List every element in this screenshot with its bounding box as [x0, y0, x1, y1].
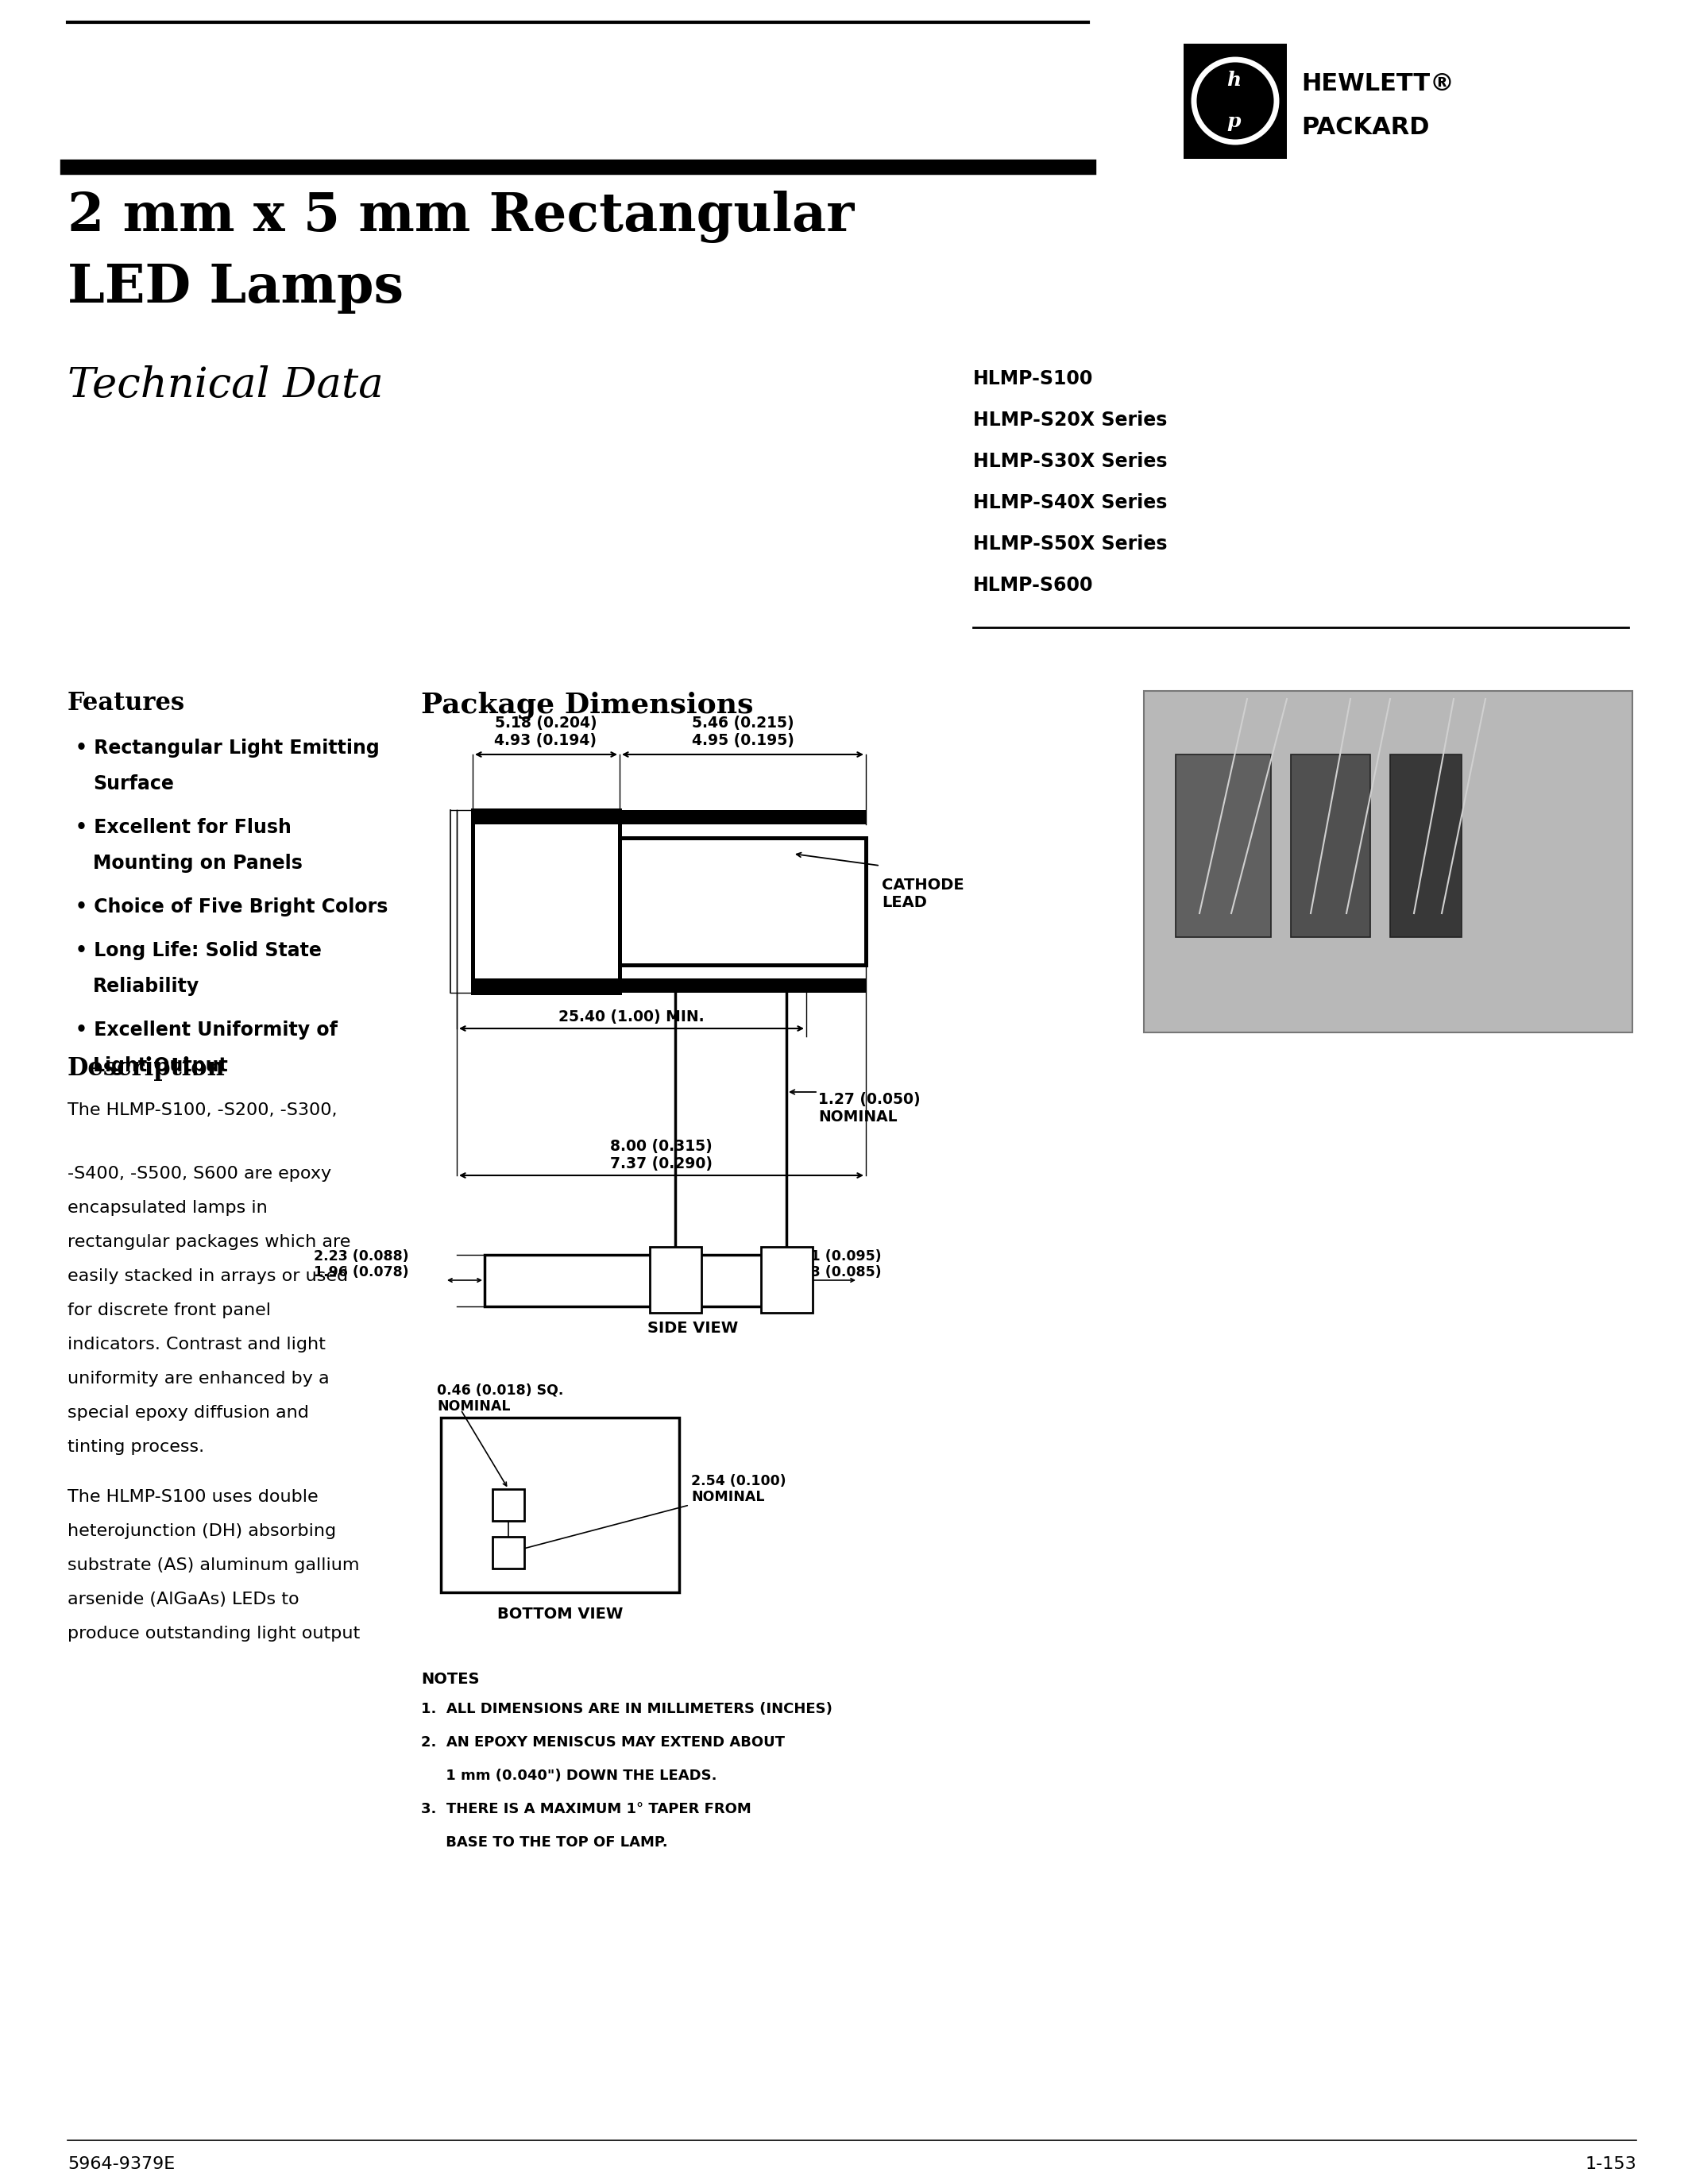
Text: tinting process.: tinting process.	[68, 1439, 204, 1455]
Bar	[484, 1256, 775, 1306]
Text: HLMP-S100: HLMP-S100	[972, 369, 1094, 389]
Text: 2.  AN EPOXY MENISCUS MAY EXTEND ABOUT: 2. AN EPOXY MENISCUS MAY EXTEND ABOUT	[420, 1736, 785, 1749]
Bar	[493, 1538, 525, 1568]
Text: SIDE VIEW: SIDE VIEW	[647, 1321, 738, 1337]
Text: rectangular packages which are: rectangular packages which are	[68, 1234, 351, 1249]
Text: Technical Data: Technical Data	[68, 365, 383, 406]
Text: Description: Description	[68, 1057, 226, 1081]
Text: Features: Features	[68, 690, 186, 716]
Bar	[1175, 753, 1271, 937]
Text: special epoxy diffusion and: special epoxy diffusion and	[68, 1404, 309, 1422]
Bar	[473, 810, 619, 994]
Bar	[650, 1247, 702, 1313]
Text: encapsulated lamps in: encapsulated lamps in	[68, 1199, 267, 1216]
Bar	[1144, 690, 1632, 1033]
Text: -S400, -S500, S600 are epoxy: -S400, -S500, S600 are epoxy	[68, 1166, 331, 1182]
Text: The HLMP-S100, -S200, -S300,: The HLMP-S100, -S200, -S300,	[68, 1103, 338, 1118]
Text: indicators. Contrast and light: indicators. Contrast and light	[68, 1337, 326, 1352]
Text: arsenide (AlGaAs) LEDs to: arsenide (AlGaAs) LEDs to	[68, 1592, 299, 1607]
Text: 5964-9379E: 5964-9379E	[68, 2156, 176, 2173]
Text: uniformity are enhanced by a: uniformity are enhanced by a	[68, 1372, 329, 1387]
Text: HEWLETT®: HEWLETT®	[1301, 72, 1455, 94]
Text: • Rectangular Light Emitting: • Rectangular Light Emitting	[76, 738, 380, 758]
Bar	[493, 1489, 525, 1520]
Text: CATHODE
LEAD: CATHODE LEAD	[881, 878, 964, 911]
Bar	[1183, 44, 1286, 159]
Text: 1.27 (0.050)
NOMINAL: 1.27 (0.050) NOMINAL	[819, 1092, 920, 1125]
Text: LED Lamps: LED Lamps	[68, 262, 403, 314]
Text: Surface: Surface	[93, 775, 174, 793]
Text: 8.00 (0.315)
7.37 (0.290): 8.00 (0.315) 7.37 (0.290)	[609, 1138, 712, 1171]
Text: 0.46 (0.018) SQ.
NOMINAL: 0.46 (0.018) SQ. NOMINAL	[437, 1382, 564, 1413]
Text: 2 mm x 5 mm Rectangular: 2 mm x 5 mm Rectangular	[68, 190, 854, 242]
Text: 3.  THERE IS A MAXIMUM 1° TAPER FROM: 3. THERE IS A MAXIMUM 1° TAPER FROM	[420, 1802, 751, 1817]
Text: 2.54 (0.100)
NOMINAL: 2.54 (0.100) NOMINAL	[690, 1474, 787, 1505]
Bar	[473, 978, 866, 994]
Text: • Choice of Five Bright Colors: • Choice of Five Bright Colors	[76, 898, 388, 917]
Bar	[619, 839, 866, 965]
Text: p: p	[1227, 111, 1241, 131]
Text: The HLMP-S100 uses double: The HLMP-S100 uses double	[68, 1489, 319, 1505]
Text: heterojunction (DH) absorbing: heterojunction (DH) absorbing	[68, 1522, 336, 1540]
Text: 1 mm (0.040") DOWN THE LEADS.: 1 mm (0.040") DOWN THE LEADS.	[420, 1769, 717, 1782]
Text: • Long Life: Solid State: • Long Life: Solid State	[76, 941, 322, 961]
Text: NOTES: NOTES	[420, 1671, 479, 1686]
Text: HLMP-S600: HLMP-S600	[972, 577, 1094, 594]
Text: 1-153: 1-153	[1585, 2156, 1636, 2173]
Bar	[473, 810, 619, 994]
Text: Package Dimensions: Package Dimensions	[420, 690, 753, 719]
Bar	[761, 1247, 812, 1313]
Text: 5.18 (0.204)
4.93 (0.194): 5.18 (0.204) 4.93 (0.194)	[495, 716, 598, 749]
Text: substrate (AS) aluminum gallium: substrate (AS) aluminum gallium	[68, 1557, 360, 1572]
Text: 2.23 (0.088)
1.96 (0.078): 2.23 (0.088) 1.96 (0.078)	[314, 1249, 408, 1280]
Text: Mounting on Panels: Mounting on Panels	[93, 854, 302, 874]
Bar	[441, 1417, 679, 1592]
Text: PACKARD: PACKARD	[1301, 116, 1430, 138]
Text: 1.  ALL DIMENSIONS ARE IN MILLIMETERS (INCHES): 1. ALL DIMENSIONS ARE IN MILLIMETERS (IN…	[420, 1701, 832, 1717]
Text: HLMP-S50X Series: HLMP-S50X Series	[972, 535, 1168, 553]
Text: • Excellent Uniformity of: • Excellent Uniformity of	[76, 1020, 338, 1040]
Text: • Excellent for Flush: • Excellent for Flush	[76, 819, 292, 836]
Bar	[1291, 753, 1371, 937]
Text: HLMP-S40X Series: HLMP-S40X Series	[972, 494, 1166, 513]
Text: BASE TO THE TOP OF LAMP.: BASE TO THE TOP OF LAMP.	[420, 1835, 668, 1850]
Text: BOTTOM VIEW: BOTTOM VIEW	[496, 1607, 623, 1623]
Text: HLMP-S20X Series: HLMP-S20X Series	[972, 411, 1166, 430]
Bar	[619, 839, 866, 965]
Text: 5.46 (0.215)
4.95 (0.195): 5.46 (0.215) 4.95 (0.195)	[692, 716, 793, 749]
Bar	[1391, 753, 1462, 937]
Text: Light Output: Light Output	[93, 1057, 228, 1075]
Bar	[473, 810, 866, 823]
Text: easily stacked in arrays or used: easily stacked in arrays or used	[68, 1269, 348, 1284]
Text: 2.41 (0.095)
2.03 (0.085): 2.41 (0.095) 2.03 (0.085)	[787, 1249, 881, 1280]
Text: 25.40 (1.00) MIN.: 25.40 (1.00) MIN.	[559, 1009, 704, 1024]
Text: Reliability: Reliability	[93, 976, 199, 996]
Text: for discrete front panel: for discrete front panel	[68, 1302, 270, 1319]
Text: h: h	[1227, 70, 1241, 90]
Text: produce outstanding light output: produce outstanding light output	[68, 1625, 360, 1642]
Text: HLMP-S30X Series: HLMP-S30X Series	[972, 452, 1168, 472]
